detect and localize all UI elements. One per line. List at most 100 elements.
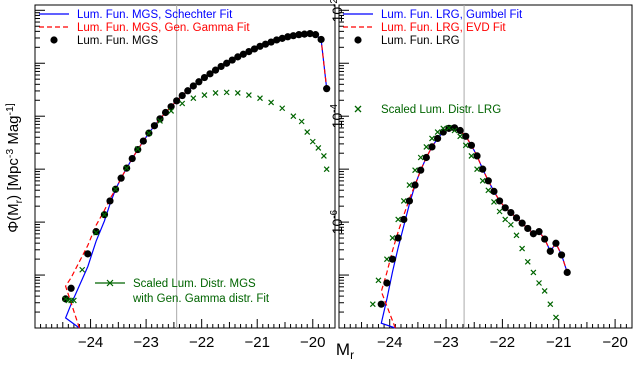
left-data-point [189,82,197,90]
right-data-point [462,132,470,140]
right-data-point [535,228,543,236]
right-scaled-point [375,277,382,284]
right-data-point [450,124,459,132]
left-data-point [250,45,259,53]
left-scaled-point [315,145,322,151]
left-data-point [306,29,314,38]
right-scaled-point [507,221,514,228]
right-scaled-point [496,208,503,215]
left-data-point [195,78,203,86]
left-x-tick-label: −23 [133,334,158,351]
right-data-point [400,215,408,224]
right-scaled-point [369,301,376,308]
left-scaled-point [298,118,305,125]
left-scaled-point [145,130,152,137]
left-scaled-point [212,89,219,96]
left-data-point [156,115,164,123]
left-scaled-point [268,99,275,106]
left-scaled-point [168,107,175,114]
left-scaled-point [101,211,108,218]
right-scaled-point [389,235,396,241]
right-x-tick-label: −23 [433,334,458,351]
right-scaled-point [406,182,413,188]
left-data-point [317,35,325,44]
left-legend-label: Lum. Fun. MGS, Gen. Gamma Fit [77,22,250,34]
right-legend-marker [354,105,362,113]
right-data-point [388,255,397,263]
right-scaled-point [491,199,497,205]
right-data-point [417,166,425,174]
right-scaled-point [417,154,424,161]
right-data-point [422,153,430,162]
left-data-point [67,284,75,292]
right-scaled-point [502,216,509,223]
right-data-point [501,204,509,212]
left-scaled-point [201,92,208,98]
left-scaled-point [304,129,311,136]
right-plot-frame [338,4,633,329]
left-scaled-point [290,113,297,120]
left-data-point [295,31,303,39]
left-data-point [256,42,264,50]
right-scaled-point [412,167,418,174]
left-data-point [84,250,92,258]
right-data-point [377,300,385,308]
right-data-point [563,268,571,277]
right-scaled-point [479,177,486,184]
left-legend-label: Lum. Fun. MGS, Schechter Fit [77,9,233,21]
left-data-point [261,40,270,48]
right-data-point [473,152,481,160]
left-data-point [311,31,320,39]
left-scaled-point [223,89,230,96]
left-data-point [245,47,253,56]
left-scaled-point [190,95,197,102]
left-panel: −24 −23 −22 −21 −20 Lum. Fun. MGS, Schechter … [34,4,336,351]
left-annotation-text: Scaled Lum. Distr. MGS [133,278,256,290]
right-data-point [405,197,414,205]
right-legend-label: Lum. Fun. LRG, Gumbel Fit [381,9,523,21]
right-scaled-point [429,135,435,142]
left-data-point [228,56,236,64]
right-data-point [467,141,476,149]
left-x-tick-label: −24 [78,334,103,351]
right-data-point [434,134,442,143]
left-scaled-point [112,186,119,193]
left-scaled-point [320,152,327,159]
right-scaled-point [395,216,402,223]
left-data-point [173,97,181,105]
left-annotation-text: with Gen. Gamma distr. Fit [132,293,270,305]
right-scaled-point [553,314,559,321]
left-data-point [234,53,242,61]
left-data-point [200,73,209,82]
left-data-point [92,228,100,236]
left-data-point [273,36,281,44]
right-x-tick-label: −22 [490,334,515,351]
right-y-tick-label: 10-6 [329,209,345,234]
left-data-point [128,154,136,163]
right-data-point [495,197,504,205]
left-scaled-point [257,95,263,102]
left-data-point [300,30,309,38]
right-data-point [541,235,549,243]
left-data-point [139,137,147,145]
right-data-point [507,208,515,217]
right-data-point [546,247,554,255]
right-scaled-point [519,245,526,252]
right-data-point [529,230,537,238]
left-scaled-point [93,229,100,236]
left-data-point [150,122,159,130]
left-data-point [289,32,297,40]
right-scaled-point [457,133,464,140]
right-scaled-point [485,187,492,194]
right-scaled-point [524,258,531,265]
right-data-point [456,126,464,135]
left-legend-label: Lum. Fun. MGS [77,35,158,47]
right-scaled-point [468,152,475,159]
left-x-tick-label: −21 [244,334,269,351]
left-x-tick-label: −20 [300,334,325,351]
left-data-point [217,62,225,71]
left-data-point [211,66,220,74]
right-data-point [479,165,487,173]
right-y-tick-label: 10-2 [329,0,345,22]
